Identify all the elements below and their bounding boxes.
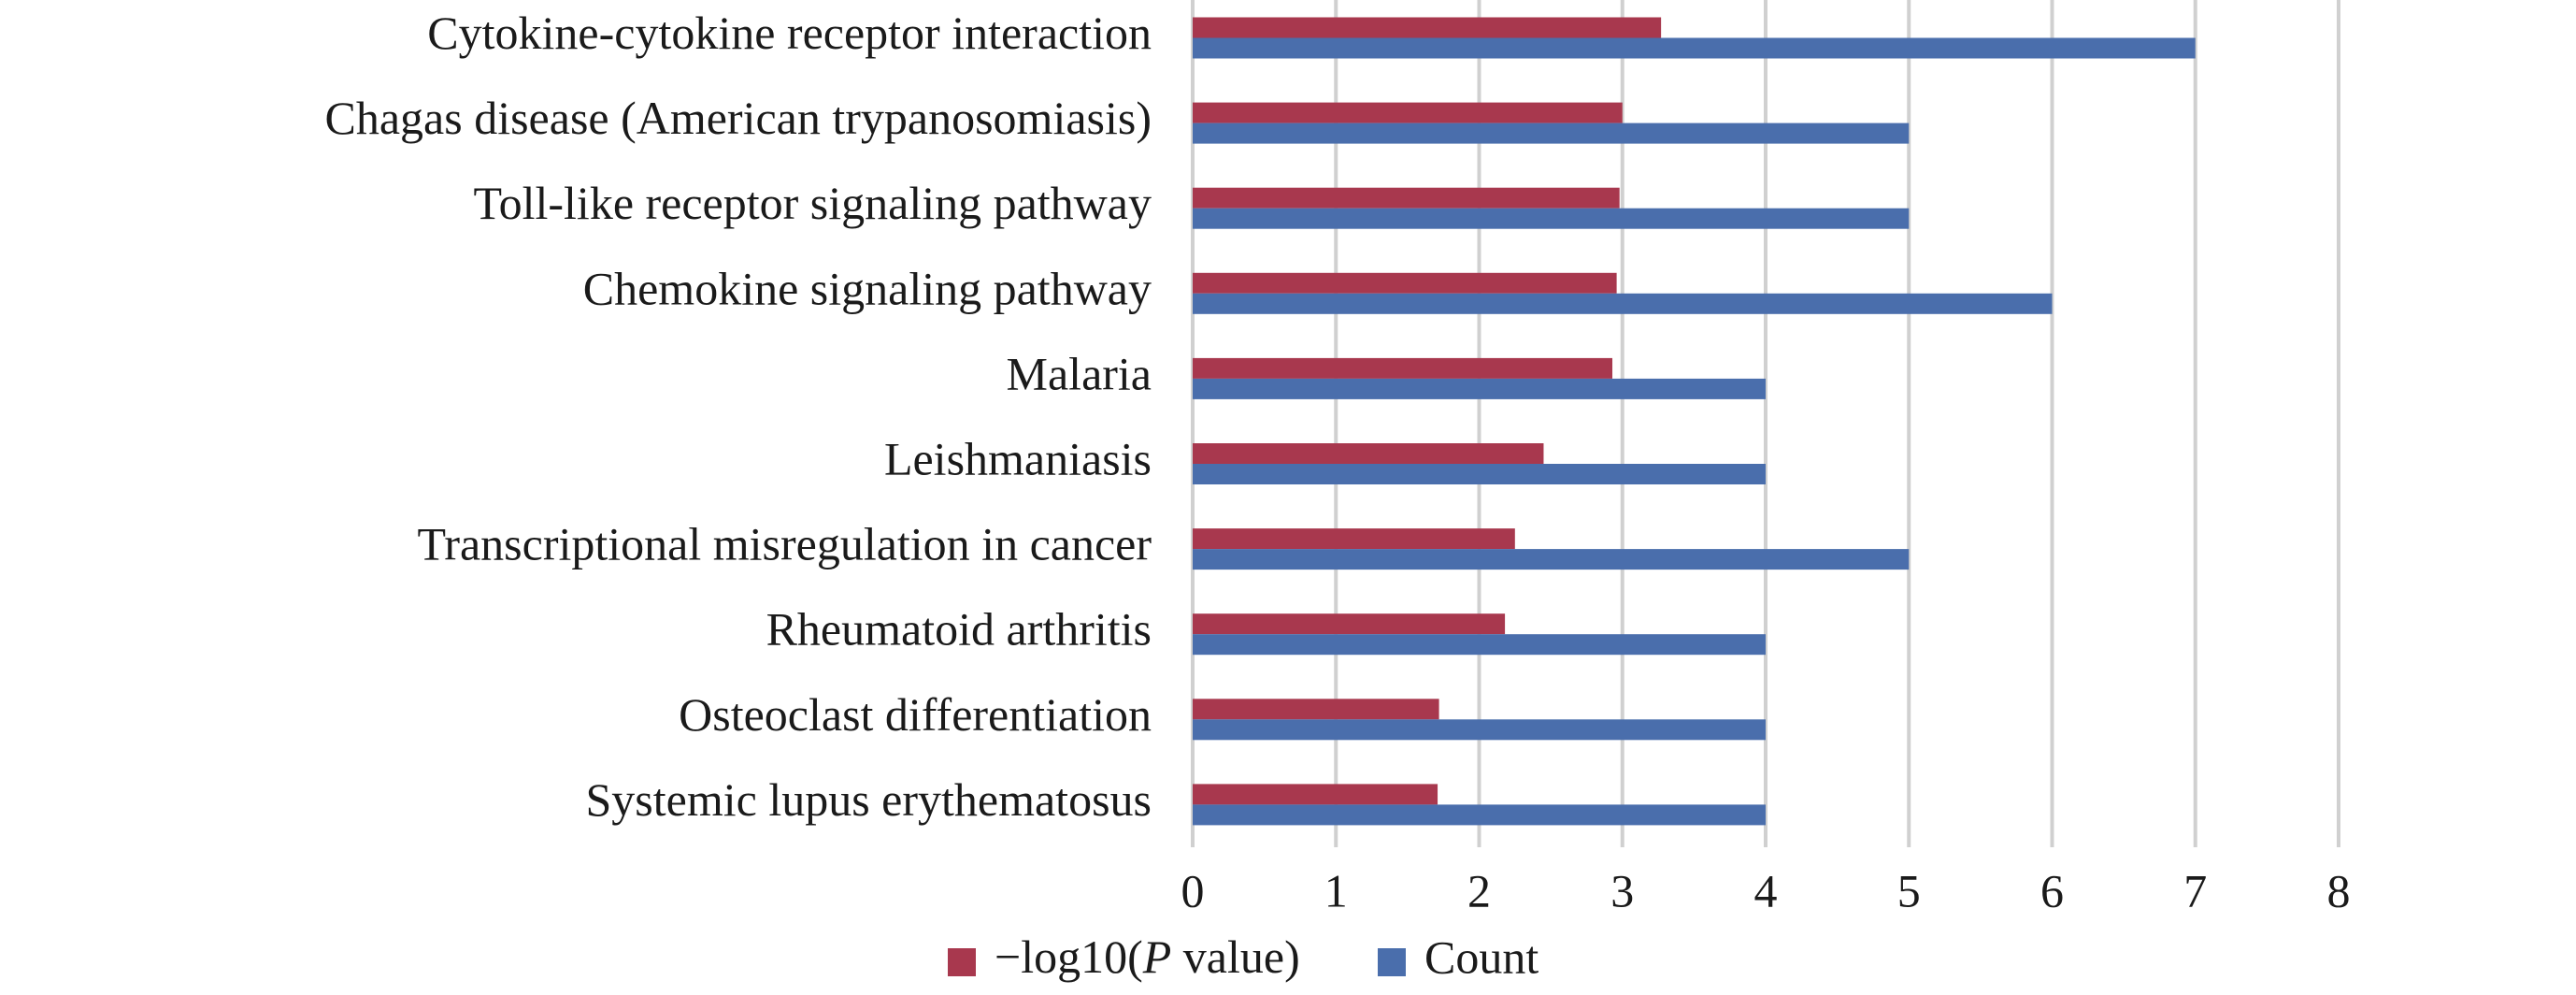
bar-count-6	[1193, 549, 1910, 570]
category-labels: Cytokine-cytokine receptor interaction Ch…	[325, 7, 1152, 826]
category-label-5: Leishmaniasis	[884, 432, 1152, 484]
legend-label-pvalue: −log10(P value)	[995, 930, 1300, 983]
bar-count-1	[1193, 123, 1910, 144]
bar-count-5	[1193, 464, 1766, 484]
x-tick-7: 7	[2183, 864, 2207, 916]
x-tick-4: 4	[1754, 864, 1778, 916]
bar-count-8	[1193, 719, 1766, 741]
x-tick-2: 2	[1467, 864, 1491, 916]
category-label-7: Rheumatoid arthritis	[766, 603, 1152, 656]
bar-count-0	[1193, 37, 2196, 59]
bar-pvalue-8	[1193, 699, 1439, 720]
x-tick-labels: 0 1 2 3 4 5 6 7 8	[1181, 864, 2351, 916]
x-tick-6: 6	[2040, 864, 2064, 916]
bar-pvalue-4	[1193, 357, 1613, 379]
bar-pvalue-2	[1193, 187, 1620, 209]
bar-pvalue-9	[1193, 784, 1438, 805]
bar-pvalue-6	[1193, 528, 1515, 550]
category-label-0: Cytokine-cytokine receptor interaction	[427, 7, 1152, 59]
x-tick-5: 5	[1897, 864, 1921, 916]
bar-count-4	[1193, 378, 1766, 399]
legend: −log10(P value) Count	[948, 930, 1538, 983]
x-tick-3: 3	[1610, 864, 1634, 916]
legend-swatch-pvalue	[948, 948, 976, 976]
bar-count-9	[1193, 804, 1766, 826]
category-label-8: Osteoclast differentiation	[679, 688, 1152, 741]
bar-pvalue-3	[1193, 272, 1617, 294]
legend-label-count: Count	[1424, 930, 1538, 983]
bar-pvalue-0	[1193, 17, 1662, 38]
bar-count-7	[1193, 634, 1766, 656]
category-label-2: Toll-like receptor signaling pathway	[474, 177, 1152, 229]
x-tick-1: 1	[1324, 864, 1348, 916]
bar-count-3	[1193, 293, 2053, 314]
x-tick-0: 0	[1181, 864, 1205, 916]
bar-pvalue-7	[1193, 613, 1506, 635]
category-label-9: Systemic lupus erythematosus	[586, 773, 1152, 826]
category-label-4: Malaria	[1007, 347, 1152, 399]
bar-pvalue-5	[1193, 443, 1544, 464]
category-label-3: Chemokine signaling pathway	[583, 262, 1152, 314]
bar-pvalue-1	[1193, 102, 1623, 123]
category-label-6: Transcriptional misregulation in cancer	[418, 518, 1152, 570]
legend-swatch-count	[1378, 948, 1406, 976]
bars	[1193, 17, 2196, 826]
bar-count-2	[1193, 208, 1910, 229]
x-tick-8: 8	[2327, 864, 2351, 916]
category-label-1: Chagas disease (American trypanosomiasis…	[325, 92, 1152, 144]
